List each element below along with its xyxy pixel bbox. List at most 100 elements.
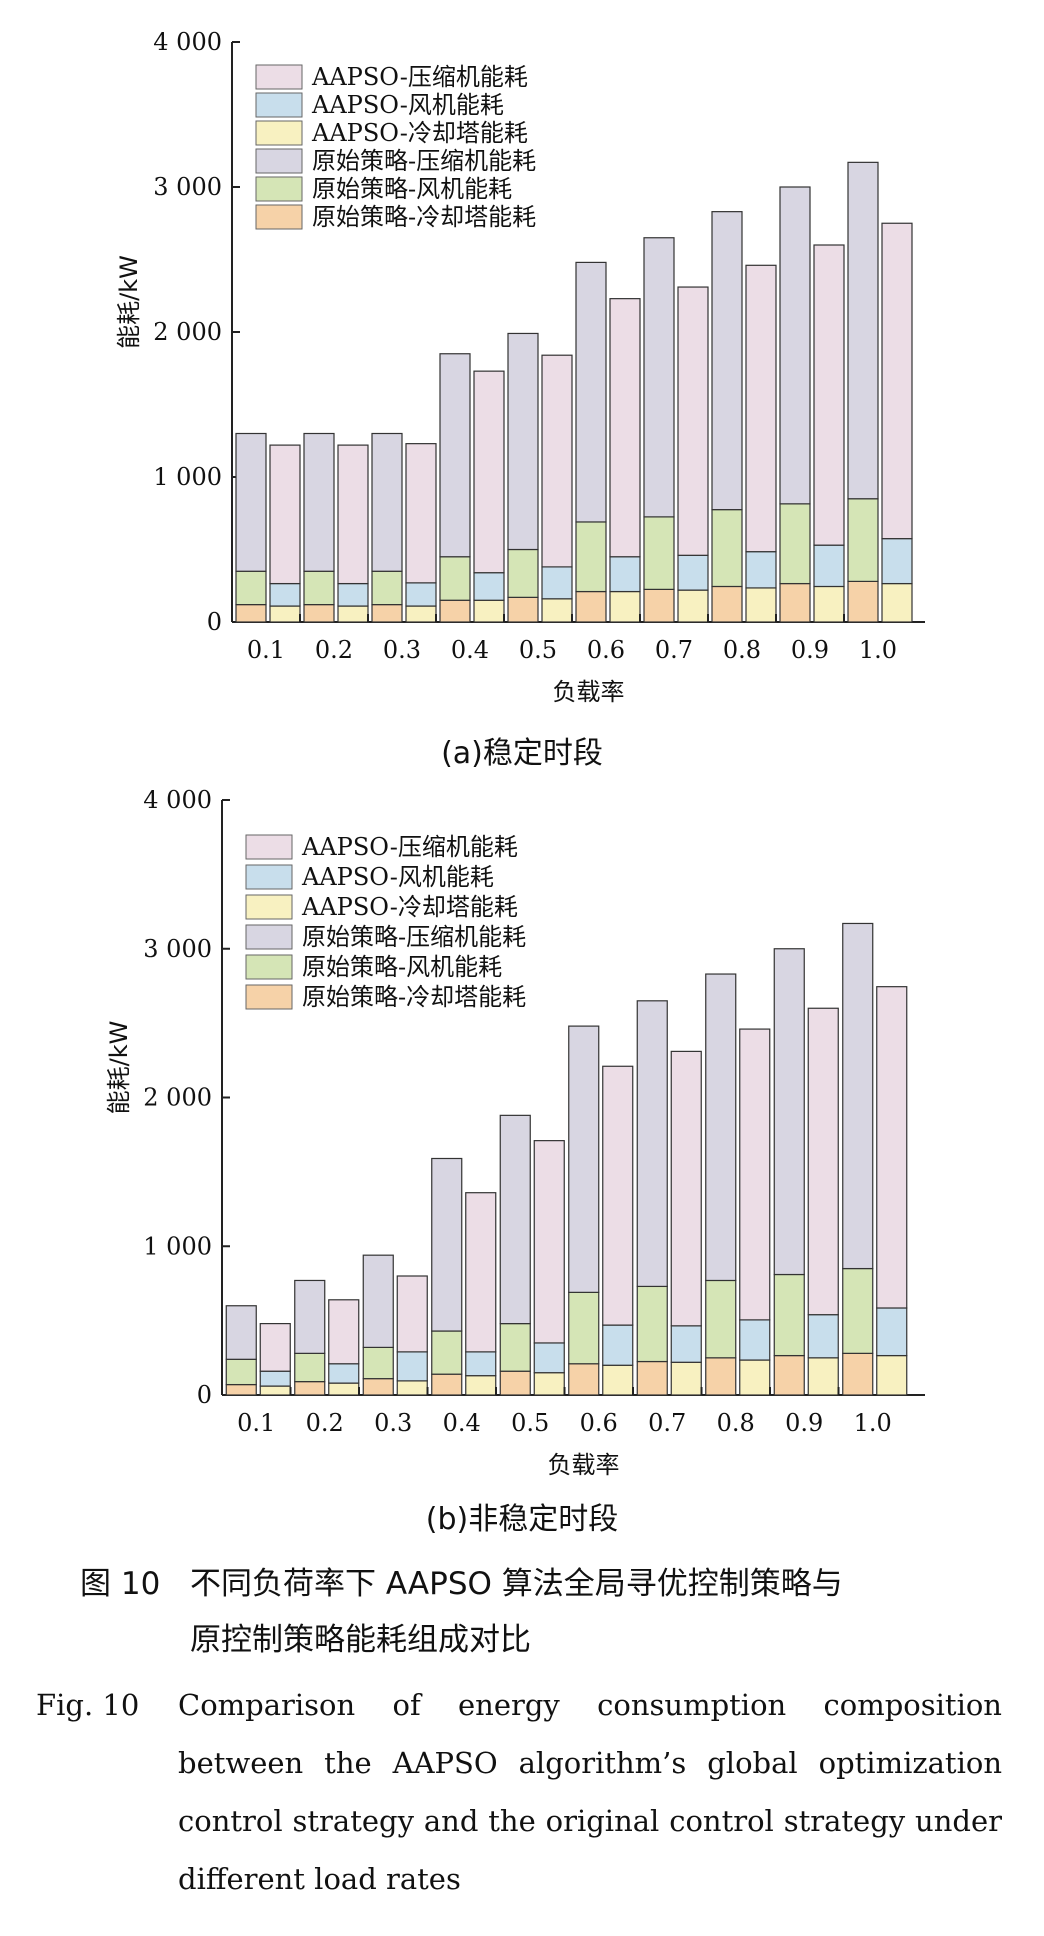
figure-caption-cn: 图 10不同负荷率下 AAPSO 算法全局寻优控制策略与 原控制策略能耗组成对比 — [80, 1556, 1020, 1668]
bar-segment — [397, 1276, 427, 1352]
bar-segment — [603, 1365, 633, 1395]
bar-segment — [236, 434, 266, 572]
bar-segment — [432, 1158, 462, 1331]
x-axis-title: 负载率 — [548, 1451, 620, 1479]
bar-segment — [848, 499, 878, 582]
x-tick-label: 0.2 — [306, 1409, 344, 1437]
bar-segment — [808, 1008, 838, 1314]
bar-segment — [329, 1383, 359, 1395]
bar-segment — [569, 1026, 599, 1292]
bar-segment — [637, 1001, 667, 1287]
legend-swatch — [246, 895, 292, 919]
legend-label: AAPSO-压缩机能耗 — [311, 63, 528, 91]
bar-segment — [474, 600, 504, 622]
bar-segment — [432, 1374, 462, 1395]
y-tick-label: 3 000 — [143, 935, 212, 963]
bar-segment — [363, 1255, 393, 1347]
bar-segment — [678, 590, 708, 622]
bar-segment — [236, 571, 266, 604]
bar-segment — [270, 445, 300, 583]
bar-segment — [712, 586, 742, 622]
bar-segment — [508, 597, 538, 622]
bar-segment — [406, 444, 436, 583]
bar-segment — [603, 1066, 633, 1325]
bar-segment — [671, 1362, 701, 1395]
caption-cn-line2: 原控制策略能耗组成对比 — [80, 1612, 1020, 1668]
bar-segment — [270, 606, 300, 622]
x-tick-label: 0.2 — [315, 636, 353, 664]
bar-segment — [712, 212, 742, 510]
bar-segment — [466, 1376, 496, 1395]
bar-segment — [746, 265, 776, 551]
chart-b-unstable-period: 01 0002 0003 0004 000能耗/kW0.10.20.30.40.… — [0, 770, 1044, 1490]
x-tick-label: 0.1 — [247, 636, 285, 664]
bar-segment — [397, 1381, 427, 1395]
y-tick-label: 3 000 — [153, 173, 222, 201]
bar-segment — [843, 1269, 873, 1354]
y-axis-title: 能耗/kW — [115, 255, 143, 349]
bar-segment — [740, 1360, 770, 1395]
legend-label: AAPSO-压缩机能耗 — [301, 833, 518, 861]
y-tick-label: 2 000 — [153, 318, 222, 346]
bar-segment — [671, 1326, 701, 1362]
bar-segment — [295, 1353, 325, 1381]
bar-segment — [814, 586, 844, 622]
x-axis-title: 负载率 — [553, 678, 625, 706]
x-tick-label: 0.1 — [237, 1409, 275, 1437]
y-axis-title: 能耗/kW — [105, 1021, 133, 1115]
x-tick-label: 0.6 — [580, 1409, 618, 1437]
bar-segment — [260, 1324, 290, 1372]
caption-en-label: Fig. 10 — [36, 1676, 139, 1734]
bar-segment — [338, 606, 368, 622]
bar-segment — [474, 573, 504, 601]
bar-segment — [610, 557, 640, 592]
bar-segment — [295, 1382, 325, 1395]
bar-segment — [671, 1051, 701, 1325]
bar-segment — [363, 1347, 393, 1378]
bar-segment — [740, 1029, 770, 1320]
bar-segment — [440, 600, 470, 622]
bar-segment — [644, 589, 674, 622]
bar-segment — [808, 1315, 838, 1358]
bar-segment — [260, 1386, 290, 1395]
x-tick-label: 0.6 — [587, 636, 625, 664]
legend-swatch — [256, 93, 302, 117]
y-tick-label: 4 000 — [153, 28, 222, 56]
legend-label: AAPSO-冷却塔能耗 — [311, 119, 528, 147]
x-tick-label: 0.7 — [648, 1409, 686, 1437]
bar-segment — [740, 1320, 770, 1360]
bar-segment — [780, 187, 810, 504]
bar-segment — [843, 923, 873, 1268]
bar-segment — [808, 1358, 838, 1395]
legend-swatch — [256, 149, 302, 173]
legend-swatch — [256, 205, 302, 229]
y-tick-label: 2 000 — [143, 1084, 212, 1112]
x-tick-label: 0.4 — [443, 1409, 481, 1437]
bar-segment — [508, 550, 538, 598]
bar-segment — [542, 599, 572, 622]
legend-swatch — [256, 177, 302, 201]
bar-segment — [882, 539, 912, 584]
bar-segment — [644, 238, 674, 517]
bar-segment — [372, 605, 402, 622]
legend: AAPSO-压缩机能耗AAPSO-风机能耗AAPSO-冷却塔能耗原始策略-压缩机… — [256, 63, 536, 231]
bar-segment — [542, 567, 572, 599]
legend-label: 原始策略-风机能耗 — [312, 175, 512, 203]
bar-segment — [500, 1115, 530, 1323]
figure-caption-en: Fig. 10 Comparison of energy consumption… — [36, 1676, 1002, 1908]
bar-segment — [304, 605, 334, 622]
bar-segment — [338, 584, 368, 606]
bar-segment — [843, 1353, 873, 1395]
y-tick-label: 1 000 — [143, 1232, 212, 1260]
y-tick-label: 0 — [197, 1381, 212, 1409]
bar-segment — [569, 1292, 599, 1363]
bar-segment — [877, 1308, 907, 1356]
legend-swatch — [246, 865, 292, 889]
bar-segment — [576, 522, 606, 592]
caption-cn-line1: 不同负荷率下 AAPSO 算法全局寻优控制策略与 — [190, 1566, 843, 1602]
bar-segment — [644, 517, 674, 590]
bar-segment — [534, 1343, 564, 1373]
bar-segment — [542, 355, 572, 567]
legend-swatch — [246, 925, 292, 949]
bar-segment — [774, 1275, 804, 1356]
